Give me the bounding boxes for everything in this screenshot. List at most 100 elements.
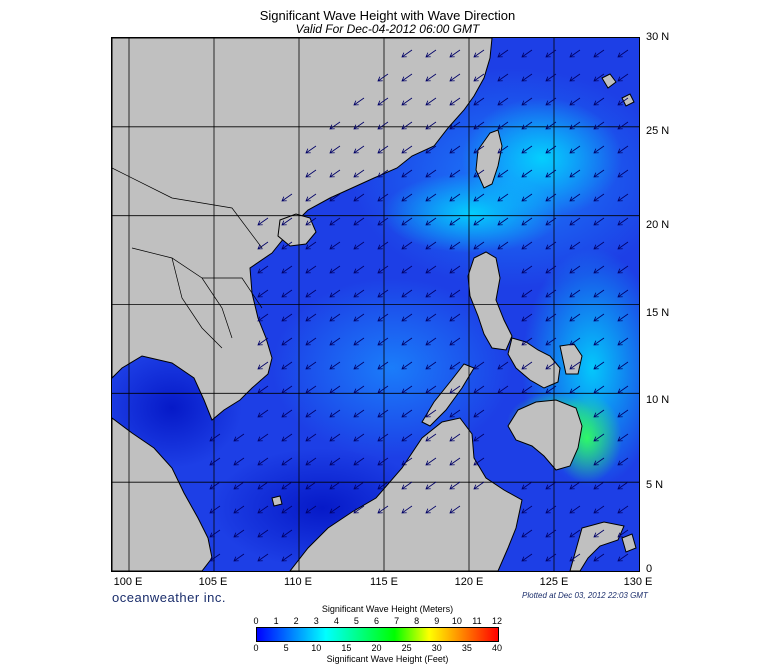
wave-direction-arrow [377, 409, 389, 418]
wave-direction-arrow [305, 385, 317, 394]
wave-direction-arrow [449, 49, 461, 58]
wave-direction-arrow [329, 433, 341, 442]
wave-direction-arrow [233, 505, 245, 514]
wave-direction-arrow [401, 481, 413, 490]
wave-direction-arrow [425, 313, 437, 322]
wave-direction-arrow [401, 169, 413, 178]
wave-direction-arrow [593, 457, 605, 466]
wave-direction-arrow [449, 505, 461, 514]
wave-direction-arrow [329, 217, 341, 226]
wave-direction-arrow [305, 313, 317, 322]
wave-direction-arrow [497, 217, 509, 226]
wave-direction-arrow [593, 433, 605, 442]
wave-direction-arrow [569, 265, 581, 274]
wave-direction-arrow [305, 265, 317, 274]
wave-direction-arrow [353, 409, 365, 418]
wave-direction-arrow [545, 385, 557, 394]
wave-direction-arrow [329, 337, 341, 346]
wave-direction-arrow [569, 241, 581, 250]
wave-direction-arrow [545, 289, 557, 298]
wave-direction-arrow [521, 49, 533, 58]
wave-direction-arrow [593, 73, 605, 82]
wave-direction-arrow [569, 169, 581, 178]
wave-direction-arrow [305, 145, 317, 154]
wave-direction-arrow [593, 193, 605, 202]
wave-direction-arrow [521, 265, 533, 274]
mainland-asia [112, 38, 493, 421]
wave-direction-arrow [569, 385, 581, 394]
wave-direction-arrow [449, 193, 461, 202]
wave-direction-arrow [545, 73, 557, 82]
wave-patch-taiwan [462, 98, 622, 218]
wave-direction-arrow [281, 385, 293, 394]
wave-direction-arrow [329, 481, 341, 490]
wave-direction-arrow [449, 145, 461, 154]
wave-direction-arrow [257, 505, 269, 514]
wave-direction-arrow [521, 529, 533, 538]
wave-direction-arrow [209, 457, 221, 466]
wave-direction-arrow [305, 505, 317, 514]
wave-direction-arrow [521, 337, 533, 346]
wave-direction-arrow [521, 313, 533, 322]
wave-direction-arrow [377, 193, 389, 202]
wave-direction-arrow [401, 73, 413, 82]
wave-direction-arrow [377, 433, 389, 442]
wave-direction-arrow [593, 217, 605, 226]
meter-tick-label: 0 [253, 616, 259, 626]
wave-direction-arrow [593, 145, 605, 154]
wave-direction-arrow [329, 385, 341, 394]
wave-direction-arrow [593, 481, 605, 490]
feet-tick-label: 25 [401, 643, 412, 653]
wave-direction-arrow [281, 337, 293, 346]
wave-direction-arrow [329, 145, 341, 154]
wave-direction-arrow [545, 337, 557, 346]
wave-direction-arrow [497, 169, 509, 178]
meter-tick-label: 1 [273, 616, 279, 626]
meter-tick-label: 10 [451, 616, 462, 626]
wave-direction-arrow [545, 241, 557, 250]
feet-tick-label: 40 [491, 643, 503, 653]
wave-direction-arrow [521, 385, 533, 394]
wave-direction-arrow [257, 289, 269, 298]
wave-direction-arrow [425, 121, 437, 130]
wave-direction-arrow [281, 481, 293, 490]
wave-direction-arrow [425, 289, 437, 298]
wave-direction-arrow [593, 553, 605, 562]
wave-direction-arrow [305, 481, 317, 490]
wave-direction-arrow [209, 433, 221, 442]
wave-direction-arrow [377, 97, 389, 106]
wave-direction-arrow [281, 313, 293, 322]
wave-direction-arrow [473, 169, 485, 178]
meter-tick-label: 9 [434, 616, 440, 626]
lat-label-10n: 10 N [646, 394, 670, 406]
wave-direction-arrow [425, 193, 437, 202]
wave-direction-arrow [281, 505, 293, 514]
wave-direction-arrow [545, 49, 557, 58]
wave-direction-arrow [617, 265, 629, 274]
wave-direction-arrow [569, 289, 581, 298]
chart-title: Significant Wave Height with Wave Direct… [259, 8, 516, 23]
wave-direction-arrow [257, 313, 269, 322]
wave-direction-arrow [617, 433, 629, 442]
meter-tick-label: 3 [313, 616, 319, 626]
wave-direction-arrow [569, 97, 581, 106]
wave-direction-arrow [353, 241, 365, 250]
wave-direction-arrow [449, 337, 461, 346]
wave-direction-arrow [617, 73, 629, 82]
wave-direction-arrow [329, 361, 341, 370]
wave-direction-arrow [329, 313, 341, 322]
wave-direction-arrow [401, 145, 413, 154]
wave-direction-arrow [569, 193, 581, 202]
wave-direction-arrow [449, 97, 461, 106]
taiwan-island [475, 129, 503, 189]
wave-direction-arrow [521, 505, 533, 514]
lon-label-105e: 105 E [198, 576, 228, 588]
wave-direction-arrow [257, 217, 269, 226]
wave-direction-arrow [521, 481, 533, 490]
wave-direction-arrow [401, 265, 413, 274]
wave-direction-arrow [521, 169, 533, 178]
wave-direction-arrow [449, 385, 461, 394]
wave-direction-arrow [425, 433, 437, 442]
wave-direction-arrow [329, 289, 341, 298]
wave-direction-arrow [545, 121, 557, 130]
